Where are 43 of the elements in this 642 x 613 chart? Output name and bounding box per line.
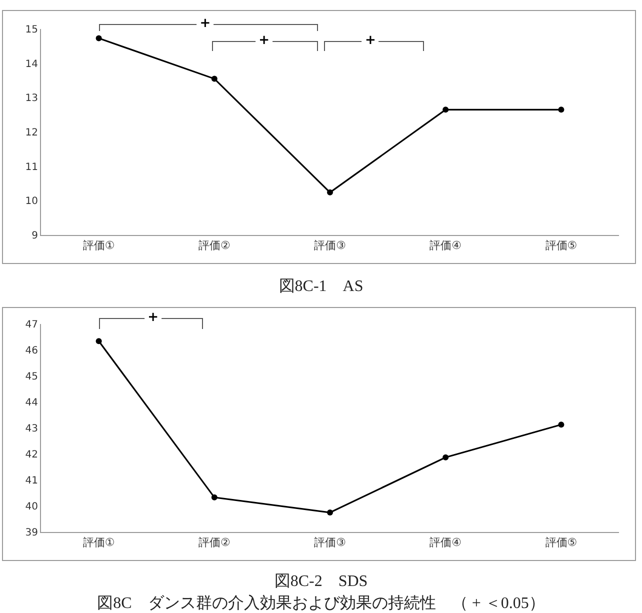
x-tick-label: 評価① (82, 536, 115, 550)
text: 図8C-1 AS (278, 277, 364, 297)
x-tick-label: 評価⑤ (545, 239, 578, 252)
y-tick-label: 41 (25, 476, 38, 486)
y-tick-label: 42 (25, 450, 38, 460)
annotation: + (362, 32, 379, 48)
x-tick-label: 評価④ (430, 536, 462, 550)
y-tick-label: 12 (25, 128, 38, 138)
y-tick-label: 40 (25, 502, 38, 512)
y-tick-label: 10 (25, 196, 38, 208)
y-tick-label: 43 (25, 424, 38, 434)
point (96, 35, 102, 42)
annotation: + (196, 16, 214, 31)
y-tick-label: 47 (25, 320, 38, 330)
point (211, 494, 218, 500)
point (96, 338, 102, 344)
point (558, 106, 564, 113)
caption: 図8C ダンス群の介入効果および効果の持続性 （ + ＜0.05） (96, 594, 546, 613)
point (442, 454, 449, 460)
y-tick-label: 39 (25, 528, 38, 538)
y-tick-label: 46 (25, 346, 38, 356)
x-tick-label: 評価③ (314, 239, 346, 252)
annotation: + (256, 32, 273, 48)
point (327, 510, 333, 516)
x-tick-label: 評価③ (314, 536, 346, 550)
y-tick-label: 44 (25, 398, 38, 408)
y-tick-label: 14 (25, 58, 38, 70)
x-tick-label: 評価② (198, 239, 230, 252)
y-tick-label: 9 (32, 230, 38, 242)
annotation: + (144, 310, 162, 325)
point (327, 189, 333, 196)
text: 図8C-2 SDS (273, 572, 369, 592)
point (442, 106, 449, 113)
y-tick-label: 45 (25, 372, 38, 382)
y-tick-label: 13 (25, 93, 38, 104)
x-tick-label: 評価④ (430, 239, 462, 252)
x-tick-label: 評価⑤ (545, 536, 578, 550)
point (211, 76, 218, 82)
x-tick-label: 評価① (82, 239, 115, 252)
y-tick-label: 11 (25, 162, 38, 173)
y-tick-label: 15 (25, 24, 38, 36)
x-tick-label: 評価② (198, 536, 230, 550)
point (558, 422, 564, 428)
